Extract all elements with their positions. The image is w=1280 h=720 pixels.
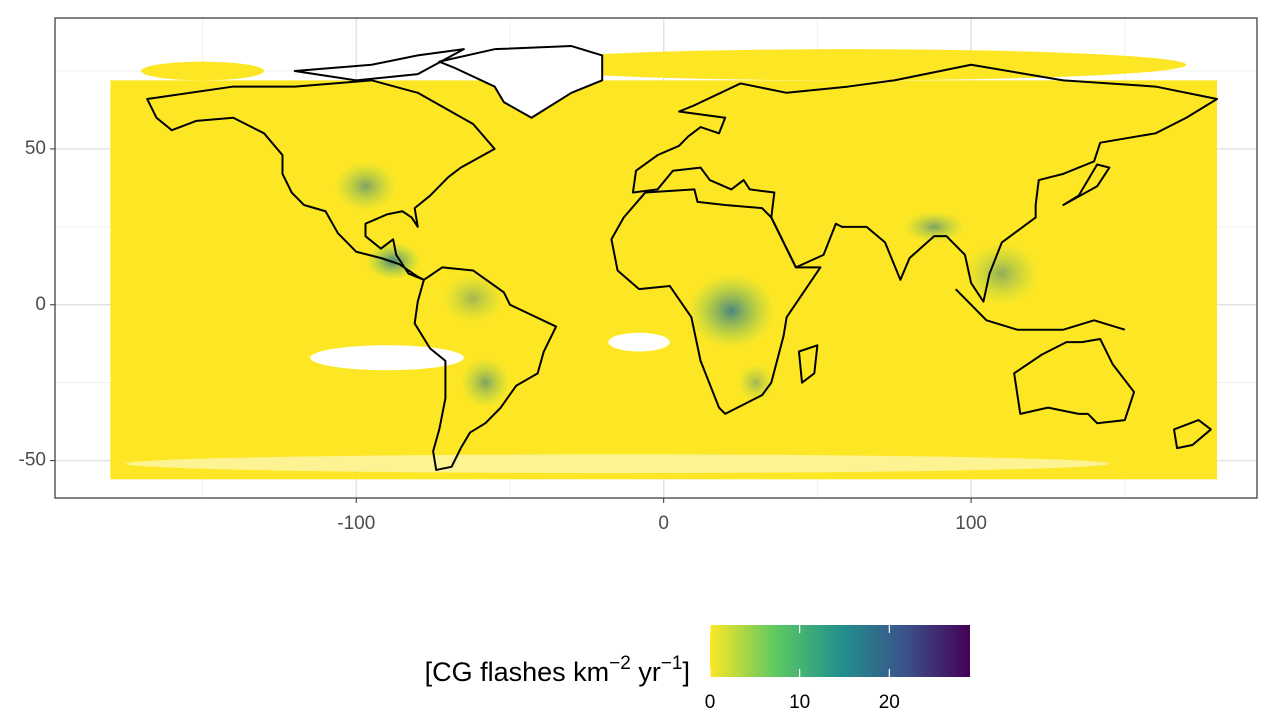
y-tick-label: -50	[19, 450, 46, 471]
heat	[688, 273, 775, 349]
coastline	[439, 46, 602, 118]
legend-title-part: [CG flashes km	[425, 657, 610, 687]
colorbar-tick-label: 0	[705, 692, 716, 713]
coastline	[633, 65, 1217, 302]
coastline	[1174, 420, 1211, 448]
legend-title-part: ]	[682, 657, 690, 687]
raster-patch	[509, 49, 1187, 81]
legend: [CG flashes km−2 yr−1] 0 10 20	[425, 625, 970, 713]
heat	[442, 273, 504, 324]
heat	[460, 357, 510, 408]
raster-field	[110, 80, 1218, 480]
no-data	[125, 454, 1110, 474]
legend-title: [CG flashes km−2 yr−1]	[425, 653, 690, 687]
coastline	[956, 289, 1125, 330]
axes: -100 0 100 -50 0 50	[19, 138, 987, 534]
coastlines	[147, 46, 1217, 470]
no-data	[310, 345, 464, 371]
coastline	[611, 189, 820, 413]
coastline	[1014, 339, 1134, 423]
colorbar-tick-label: 20	[879, 692, 900, 713]
coastline	[147, 80, 494, 279]
y-tick-label: 0	[35, 294, 46, 315]
x-tick-label: 0	[658, 513, 669, 534]
legend-title-superscript: −2	[609, 653, 631, 674]
colorbar-tick-label: 10	[789, 692, 810, 713]
geo-layer	[110, 46, 1218, 480]
coastline	[1063, 164, 1109, 205]
raster-patch	[141, 61, 265, 81]
colorbar	[710, 625, 970, 677]
heat	[964, 242, 1039, 305]
y-tick-label: 50	[25, 138, 46, 159]
no-data	[608, 332, 670, 352]
x-tick-label: 100	[955, 513, 987, 534]
legend-title-superscript: −1	[661, 653, 683, 674]
x-tick-label: -100	[337, 513, 375, 534]
heat	[737, 363, 775, 402]
coastline	[415, 267, 556, 470]
coastline	[295, 49, 464, 80]
legend-title-part: yr	[631, 657, 661, 687]
heat	[334, 161, 397, 212]
coastline	[799, 345, 817, 382]
heat	[903, 211, 965, 243]
panel-border	[54, 17, 1258, 499]
map	[110, 46, 1218, 480]
